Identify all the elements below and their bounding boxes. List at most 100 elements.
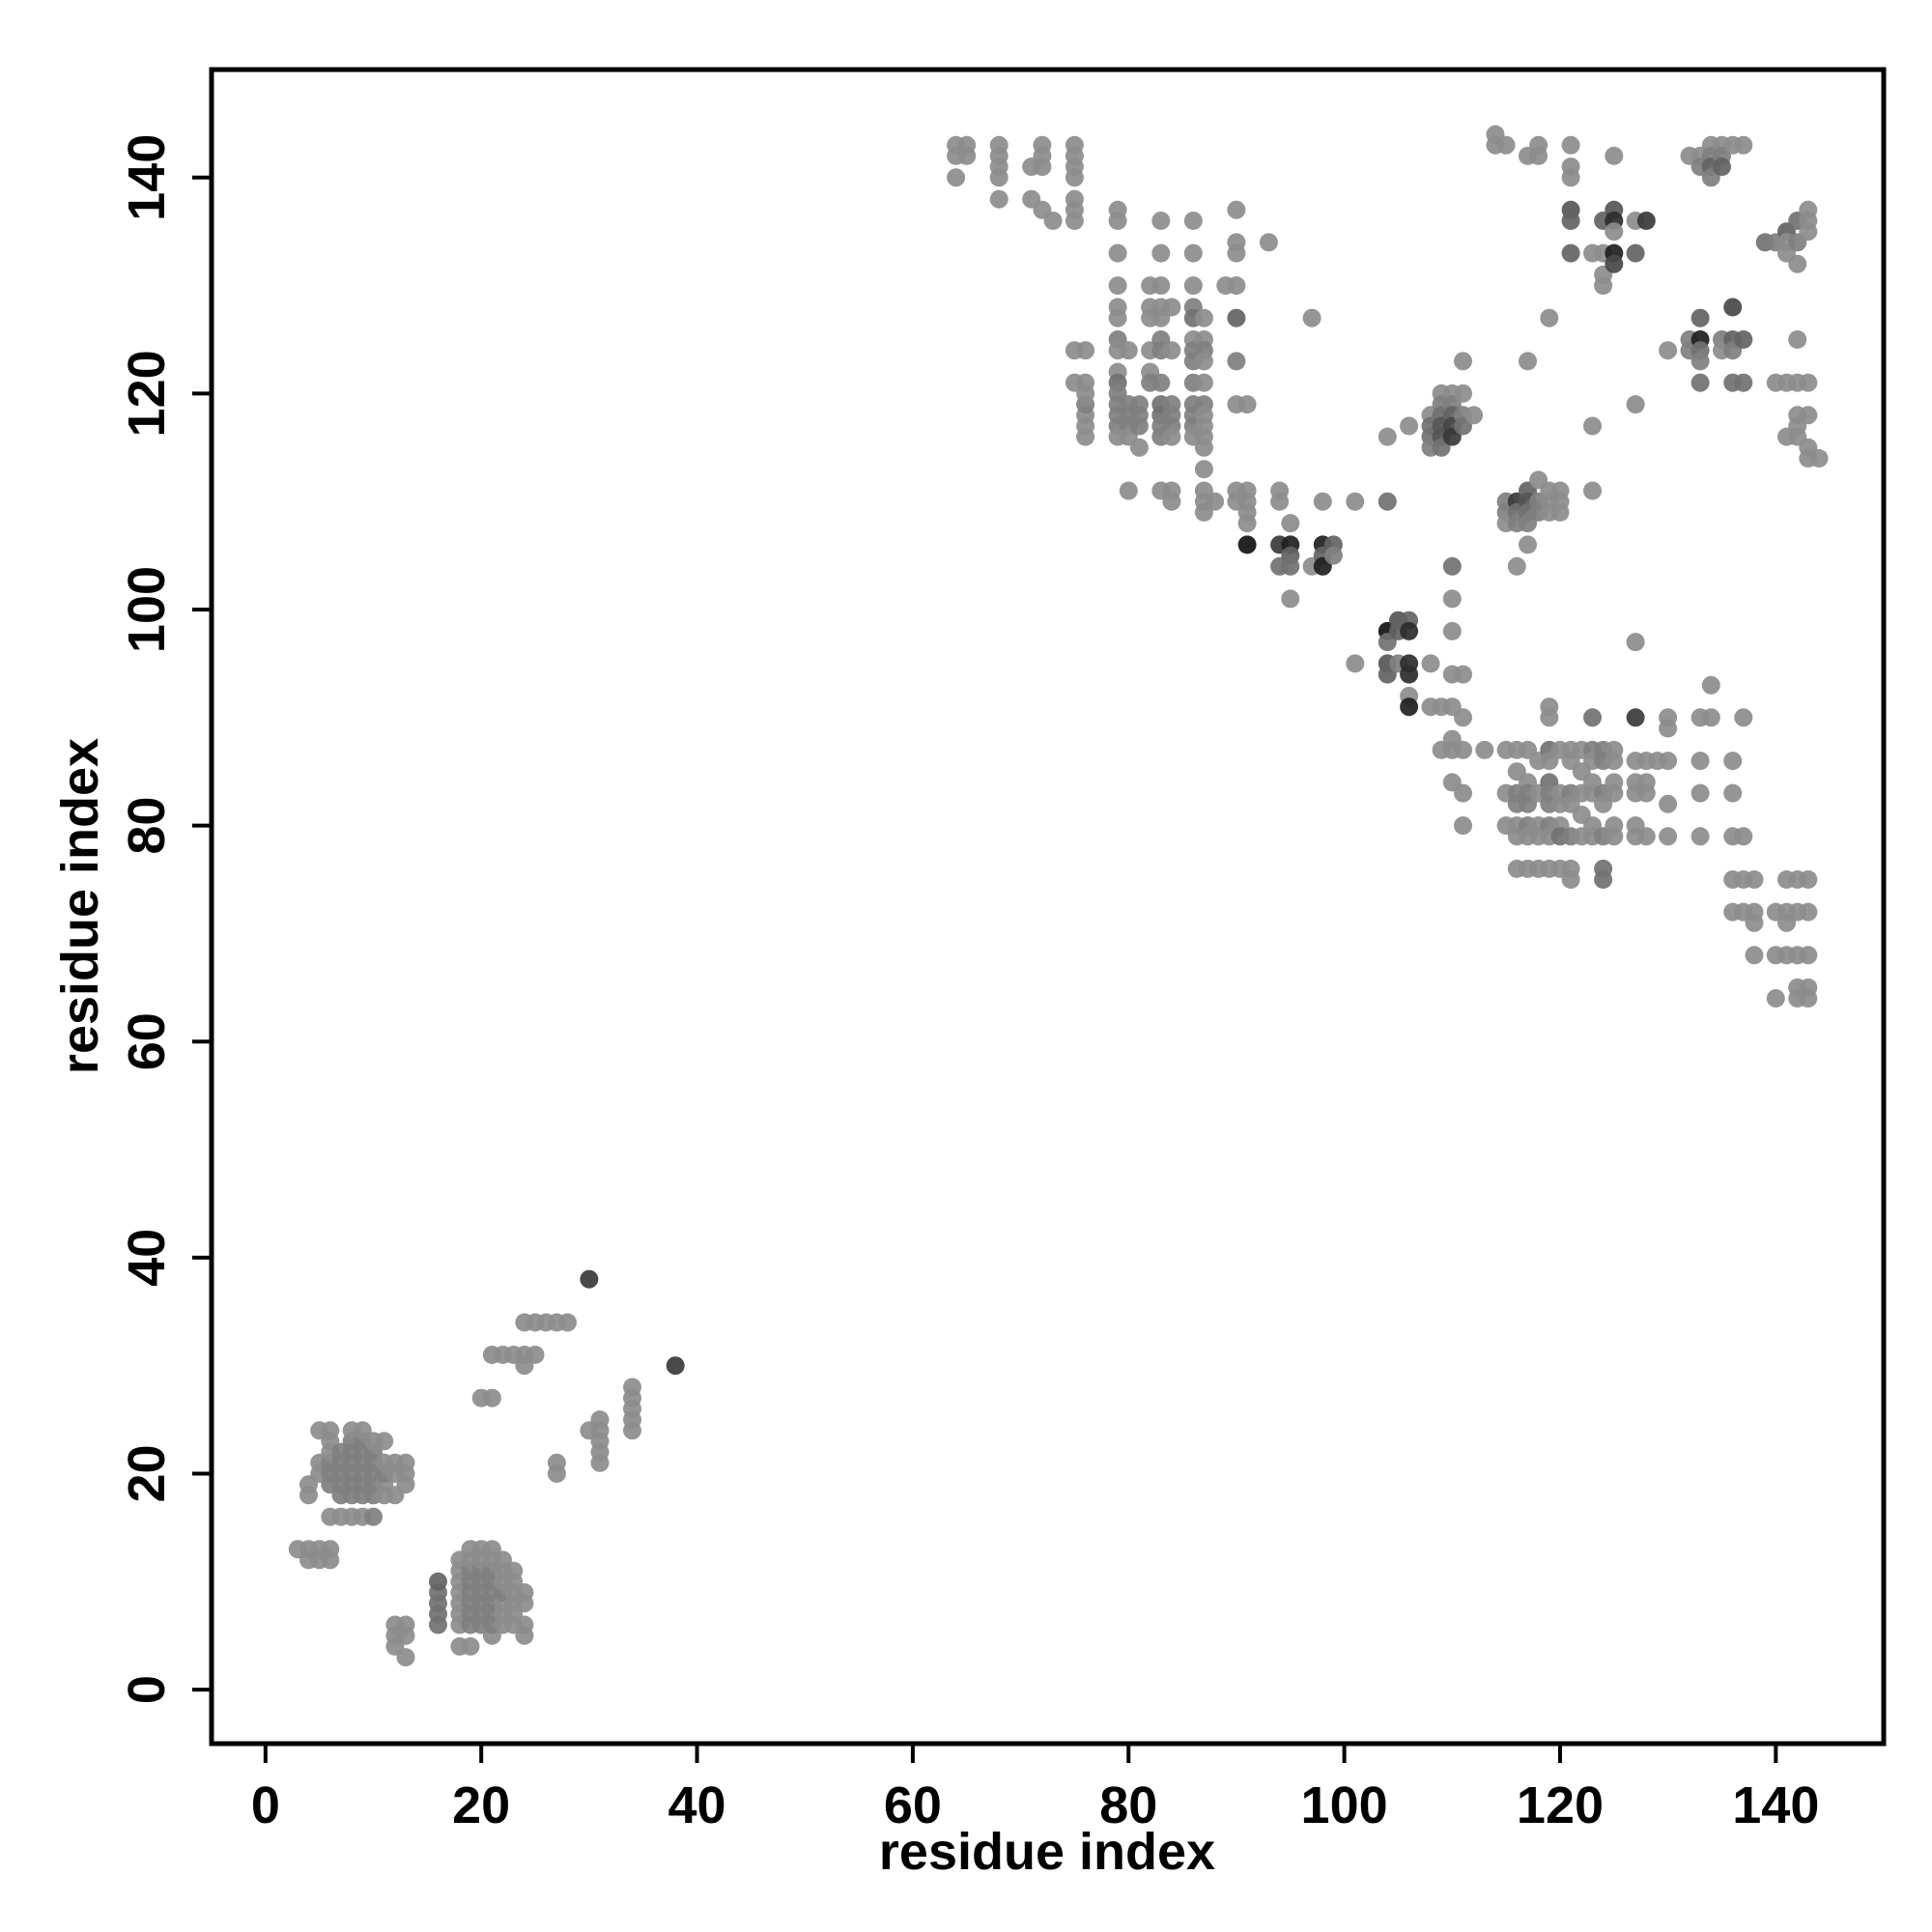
contact-point xyxy=(1690,308,1710,327)
contact-point xyxy=(1799,373,1818,392)
contact-point xyxy=(1129,416,1149,436)
contact-point xyxy=(1162,492,1181,511)
contact-point xyxy=(1723,298,1743,317)
contact-point xyxy=(515,1615,534,1634)
contact-point xyxy=(1108,243,1127,263)
contact-point xyxy=(375,1432,394,1451)
contact-point xyxy=(1561,168,1580,187)
contact-point xyxy=(1442,589,1462,609)
y-tick-label: 120 xyxy=(118,350,176,437)
contact-point xyxy=(623,1378,641,1397)
contact-point xyxy=(1076,341,1095,360)
contact-point xyxy=(1809,449,1829,468)
contact-point xyxy=(1690,827,1710,846)
contact-point xyxy=(1799,870,1818,889)
contact-point xyxy=(461,1636,480,1656)
contact-point xyxy=(1119,341,1138,360)
y-tick-label: 80 xyxy=(118,797,176,855)
contact-point xyxy=(1151,212,1171,230)
contact-point xyxy=(1227,308,1246,327)
contact-point xyxy=(1788,330,1807,349)
contact-point xyxy=(1281,556,1300,576)
contact-point xyxy=(1119,481,1138,500)
contact-point xyxy=(1183,212,1203,230)
contact-point xyxy=(1659,341,1678,360)
contact-point xyxy=(1454,352,1472,371)
contact-point xyxy=(1151,276,1171,296)
x-tick-label: 0 xyxy=(251,1776,280,1834)
contact-point xyxy=(1690,373,1710,392)
contact-point xyxy=(1659,794,1678,813)
contact-point xyxy=(1227,352,1246,371)
contact-point xyxy=(1454,783,1472,803)
contact-point xyxy=(1594,870,1613,889)
contact-point xyxy=(1540,708,1559,727)
y-tick-label: 60 xyxy=(118,1012,176,1070)
contact-point xyxy=(1605,222,1624,242)
contact-point xyxy=(1281,589,1300,609)
contact-point xyxy=(1237,535,1257,554)
contact-point xyxy=(1799,946,1818,965)
contact-point xyxy=(1583,708,1602,727)
contact-point xyxy=(1583,416,1602,436)
contact-point xyxy=(1583,481,1602,500)
contact-point xyxy=(1690,783,1710,803)
contact-point xyxy=(1108,212,1127,230)
contact-point xyxy=(1442,556,1462,576)
contact-point xyxy=(1227,200,1246,219)
contact-point xyxy=(666,1356,685,1376)
contact-point xyxy=(1162,298,1181,317)
x-tick-label: 80 xyxy=(1099,1776,1157,1834)
contact-point xyxy=(1237,514,1257,533)
contact-point xyxy=(1626,633,1645,652)
contact-point xyxy=(515,1583,534,1602)
contact-point xyxy=(1194,352,1213,371)
y-tick-label: 40 xyxy=(118,1229,176,1287)
contact-point xyxy=(1183,276,1203,296)
contact-point xyxy=(1734,135,1753,155)
contact-point xyxy=(1690,752,1710,771)
x-tick-label: 120 xyxy=(1517,1776,1604,1834)
contact-point xyxy=(1507,556,1526,576)
contact-point xyxy=(1701,675,1720,695)
contact-point xyxy=(1723,783,1743,803)
contact-point xyxy=(1723,752,1743,771)
contact-point xyxy=(1799,222,1818,242)
contact-point xyxy=(1594,276,1613,296)
contact-point xyxy=(1464,406,1484,425)
contact-point xyxy=(1605,827,1624,846)
contact-point xyxy=(1561,135,1580,155)
contact-point xyxy=(1454,816,1472,836)
contact-point xyxy=(1713,157,1731,177)
contact-point xyxy=(558,1313,577,1332)
contact-point xyxy=(547,1453,566,1472)
contact-point xyxy=(321,1550,340,1570)
y-tick-label: 0 xyxy=(118,1675,176,1704)
contact-point xyxy=(1799,902,1818,922)
contact-point xyxy=(1561,212,1580,230)
contact-point xyxy=(947,168,966,187)
contact-point xyxy=(1076,384,1095,403)
contact-point xyxy=(1206,492,1225,511)
contact-point xyxy=(1636,827,1656,846)
contact-point xyxy=(1065,189,1084,209)
contact-point xyxy=(1454,708,1472,727)
contact-point xyxy=(396,1615,415,1634)
contact-point xyxy=(1605,783,1624,803)
contact-point xyxy=(1129,438,1149,457)
contact-point xyxy=(1194,373,1213,392)
contact-point xyxy=(1636,783,1656,803)
contact-point xyxy=(1745,913,1764,932)
contact-point xyxy=(1605,752,1624,771)
contact-point xyxy=(482,1388,501,1407)
contact-point xyxy=(1227,243,1246,263)
plot-frame xyxy=(209,67,1887,1747)
contact-point xyxy=(1162,427,1181,446)
contact-point xyxy=(1400,697,1419,717)
contact-point xyxy=(1227,276,1246,296)
contact-point xyxy=(1194,460,1213,479)
x-axis-title: residue index xyxy=(879,1823,1215,1881)
y-axis-title: residue index xyxy=(51,738,109,1074)
x-tick-label: 20 xyxy=(452,1776,510,1834)
